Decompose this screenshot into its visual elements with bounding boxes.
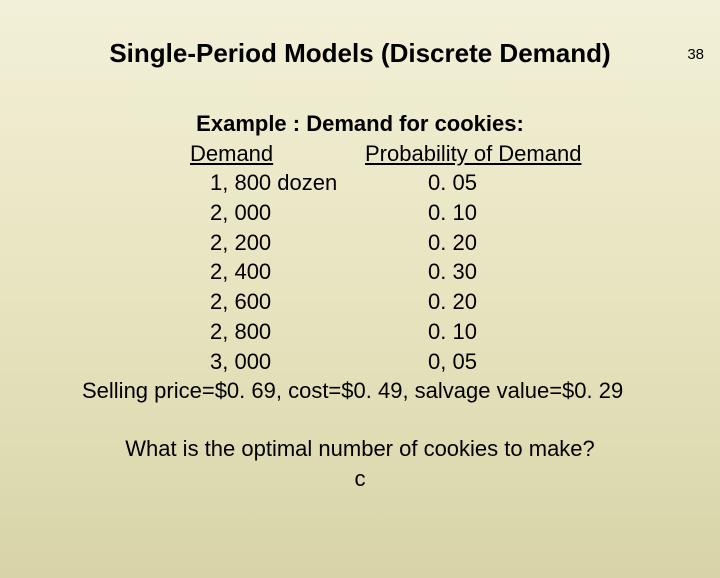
slide-title: Single-Period Models (Discrete Demand) (0, 38, 720, 69)
cell-prob: 0. 20 (428, 228, 477, 258)
table-row: 3, 000 0, 05 (210, 347, 720, 377)
cell-prob: 0. 10 (428, 198, 477, 228)
slide-content: Example : Demand for cookies: Demand Pro… (0, 109, 720, 493)
question-text: What is the optimal number of cookies to… (0, 434, 720, 464)
cell-demand: 3, 000 (210, 347, 428, 377)
table-row: 2, 400 0. 30 (210, 257, 720, 287)
header-probability: Probability of Demand (365, 139, 581, 169)
cell-demand: 1, 800 dozen (210, 168, 428, 198)
cell-prob: 0. 10 (428, 317, 477, 347)
table-row: 1, 800 dozen 0. 05 (210, 168, 720, 198)
cell-demand: 2, 600 (210, 287, 428, 317)
example-heading: Example : Demand for cookies: (0, 109, 720, 139)
page-number: 38 (687, 46, 704, 63)
cell-demand: 2, 000 (210, 198, 428, 228)
table-row: 2, 200 0. 20 (210, 228, 720, 258)
table-header-row: Demand Probability of Demand (190, 139, 720, 169)
cell-prob: 0. 20 (428, 287, 477, 317)
header-demand: Demand (190, 139, 365, 169)
selling-line: Selling price=$0. 69, cost=$0. 49, salva… (82, 376, 720, 406)
cell-demand: 2, 800 (210, 317, 428, 347)
c-label: c (0, 464, 720, 494)
cell-prob: 0, 05 (428, 347, 477, 377)
table-row: 2, 600 0. 20 (210, 287, 720, 317)
table-row: 2, 000 0. 10 (210, 198, 720, 228)
cell-demand: 2, 200 (210, 228, 428, 258)
table-row: 2, 800 0. 10 (210, 317, 720, 347)
cell-prob: 0. 30 (428, 257, 477, 287)
cell-prob: 0. 05 (428, 168, 477, 198)
cell-demand: 2, 400 (210, 257, 428, 287)
